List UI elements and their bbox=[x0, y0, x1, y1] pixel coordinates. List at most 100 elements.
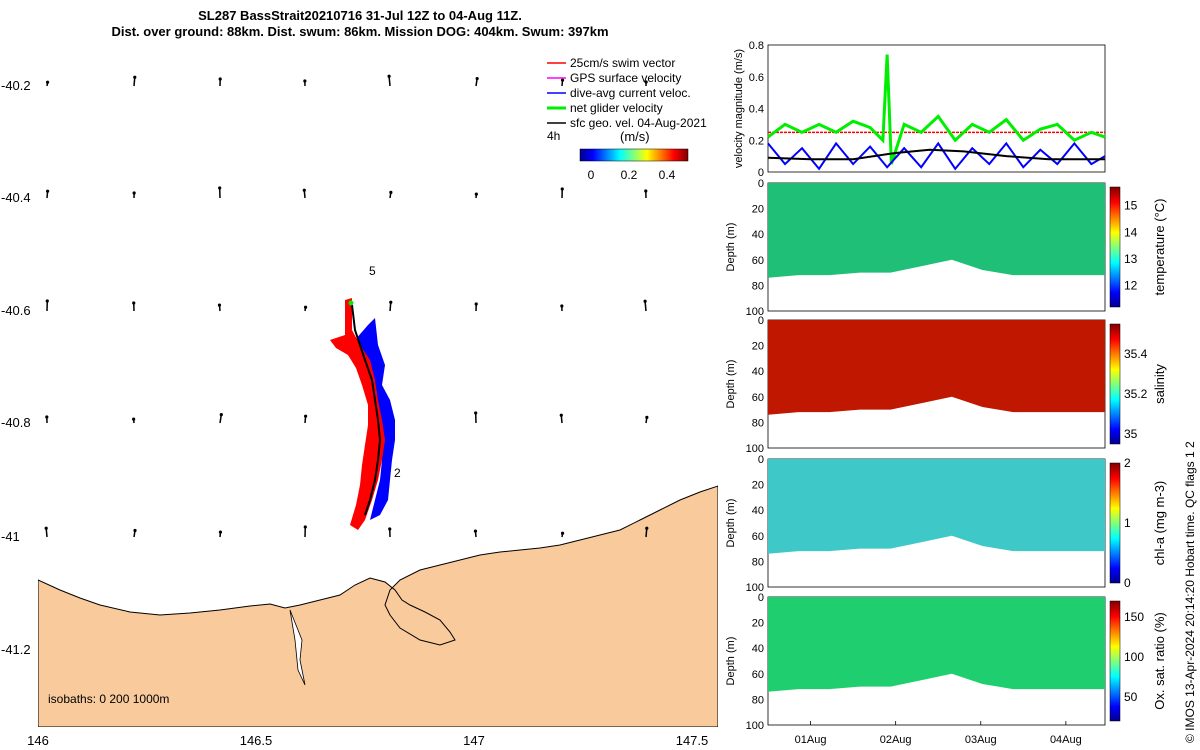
section-ytick: 0 bbox=[758, 315, 764, 327]
section-colorbar-tick: 150 bbox=[1124, 610, 1144, 624]
map-panel: -40.2 -40.4 -40.6 -40.8 -41 -41.2 146 146.5 147… bbox=[1, 56, 718, 748]
section-ytick: 80 bbox=[752, 694, 764, 706]
section-ytick: 20 bbox=[752, 480, 764, 492]
current-arrow-head bbox=[218, 530, 223, 534]
colorbar-unit: (m/s) bbox=[620, 129, 650, 144]
current-arrow-head bbox=[45, 299, 49, 303]
section-ytick: 100 bbox=[746, 582, 764, 594]
credit-text: © IMOS 13-Apr-2024 20:14:20 Hobart time.… bbox=[1183, 441, 1197, 743]
section-ytick: 20 bbox=[752, 618, 764, 630]
section-colorbar-tick: 1 bbox=[1124, 516, 1131, 530]
current-arrow-head bbox=[132, 191, 136, 195]
current-arrow-head bbox=[474, 411, 478, 415]
section-colorbar-tick: 0 bbox=[1124, 576, 1131, 590]
map-colorbar-tick: 0 bbox=[588, 168, 595, 182]
velocity-ytick: 0.2 bbox=[749, 135, 764, 147]
section-colorbar-label: chl-a (mg m-3) bbox=[1152, 481, 1167, 566]
section-colorbar-tick: 2 bbox=[1124, 456, 1131, 470]
current-arrow bbox=[388, 76, 391, 87]
section-ylabel: Depth (m) bbox=[725, 223, 737, 272]
section-ytick: 40 bbox=[752, 643, 764, 655]
map-lat-tick: -40.4 bbox=[1, 190, 31, 205]
current-arrow bbox=[644, 301, 647, 312]
section-colorbar-tick: 100 bbox=[1124, 650, 1144, 664]
section-colorbar-tick: 13 bbox=[1124, 252, 1138, 266]
section-colorbar-tick: 14 bbox=[1124, 225, 1138, 239]
section-colorbar-tick: 35 bbox=[1124, 427, 1138, 441]
section-ytick: 20 bbox=[752, 341, 764, 353]
section-colorbar-tick: 50 bbox=[1124, 690, 1138, 704]
section-ytick: 20 bbox=[752, 204, 764, 216]
section-ytick: 60 bbox=[752, 255, 764, 267]
current-arrow-head bbox=[560, 78, 565, 82]
section-data bbox=[768, 183, 1105, 278]
velocity-ylabel: velocity magnitude (m/s) bbox=[733, 49, 745, 168]
current-arrow-head bbox=[44, 526, 48, 530]
section-ytick: 40 bbox=[752, 505, 764, 517]
current-arrow-head bbox=[474, 192, 478, 196]
map-lon-tick: 146 bbox=[27, 733, 49, 748]
section-ytick: 60 bbox=[752, 669, 764, 681]
current-arrow-head bbox=[560, 531, 565, 535]
section-data bbox=[768, 320, 1105, 415]
map-lat-tick: -40.6 bbox=[1, 303, 31, 318]
map-lat-tick: -41.2 bbox=[1, 642, 31, 657]
current-arrow-head bbox=[218, 186, 222, 190]
section-ytick: 0 bbox=[758, 592, 764, 604]
section-colorbar bbox=[1109, 600, 1121, 722]
current-arrow-head bbox=[644, 80, 648, 84]
chart-title-line1: SL287 BassStrait20210716 31-Jul 12Z to 0… bbox=[198, 8, 522, 23]
current-arrow-head bbox=[643, 299, 647, 303]
legend-4h: 4h bbox=[547, 129, 560, 143]
section-ylabel: Depth (m) bbox=[725, 499, 737, 548]
current-arrow-head bbox=[302, 188, 306, 192]
time-tick-label: 02Aug bbox=[880, 734, 912, 746]
section-colorbar bbox=[1109, 186, 1121, 308]
river-inlet bbox=[289, 609, 306, 686]
section-ytick: 60 bbox=[752, 392, 764, 404]
glider-track bbox=[330, 298, 385, 530]
section-ytick: 0 bbox=[758, 454, 764, 466]
section-colorbar-label: Ox. sat. ratio (%) bbox=[1152, 612, 1167, 710]
current-arrow-head bbox=[303, 79, 307, 83]
section-colorbar-tick: 35.4 bbox=[1124, 347, 1148, 361]
current-arrow-head bbox=[388, 527, 392, 531]
current-arrow-head bbox=[45, 80, 50, 84]
current-arrow-head bbox=[387, 74, 391, 78]
section-ytick: 100 bbox=[746, 720, 764, 732]
current-arrow-head bbox=[218, 77, 222, 81]
section-ytick: 80 bbox=[752, 556, 764, 568]
section-ytick: 40 bbox=[752, 229, 764, 241]
velocity-series bbox=[767, 54, 1106, 165]
map-colorbar-tick: 0.4 bbox=[659, 168, 676, 182]
current-arrow-head bbox=[303, 305, 308, 309]
current-arrow-head bbox=[645, 526, 649, 530]
section-colorbar bbox=[1109, 323, 1121, 445]
current-arrow-head bbox=[133, 528, 137, 533]
legend-label: sfc geo. vel. 04-Aug-2021 bbox=[570, 116, 707, 130]
velocity-ytick: 0.8 bbox=[749, 40, 764, 52]
current-arrow-head bbox=[560, 187, 564, 191]
net-track bbox=[351, 304, 382, 516]
legend-label: 25cm/s swim vector bbox=[570, 56, 675, 70]
current-arrow-head bbox=[219, 413, 223, 417]
section-ytick: 40 bbox=[752, 366, 764, 378]
section-ytick: 60 bbox=[752, 531, 764, 543]
current-arrow-head bbox=[389, 190, 393, 195]
current-arrow-head bbox=[303, 525, 307, 529]
legend-label: dive-avg current veloc. bbox=[570, 86, 691, 100]
section-colorbar-tick: 12 bbox=[1124, 279, 1138, 293]
map-lat-tick: -40.2 bbox=[1, 78, 31, 93]
current-arrow-head bbox=[474, 302, 478, 306]
coastline-land bbox=[38, 485, 718, 727]
current-arrow-head bbox=[304, 414, 308, 418]
time-tick-label: 01Aug bbox=[795, 734, 827, 746]
map-lon-tick: 146.5 bbox=[240, 733, 273, 748]
map-lat-tick: -40.8 bbox=[1, 415, 31, 430]
current-arrow-head bbox=[560, 304, 564, 308]
time-tick-label: 04Aug bbox=[1050, 734, 1082, 746]
map-colorbar-tick: 0.2 bbox=[621, 168, 638, 182]
current-arrow-head bbox=[46, 189, 50, 193]
